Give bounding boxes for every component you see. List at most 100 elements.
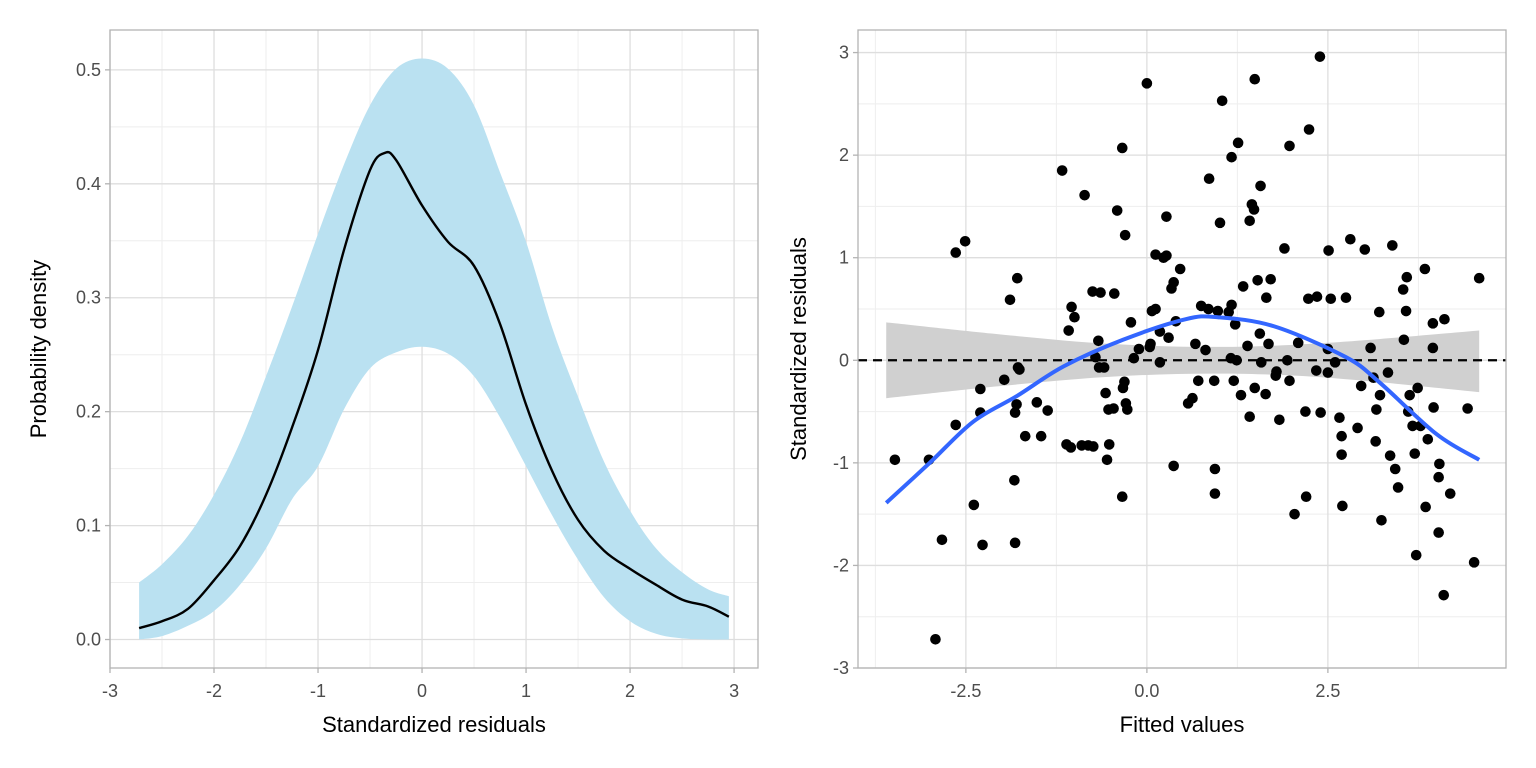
data-point	[1235, 389, 1247, 401]
left-x-tick-label: -1	[310, 681, 326, 701]
data-point	[1323, 245, 1334, 256]
data-point	[1255, 357, 1267, 368]
data-point	[1384, 450, 1396, 461]
right-x-tick-label: -2.5	[950, 681, 981, 701]
data-point	[1282, 354, 1293, 366]
data-point	[1340, 292, 1352, 304]
data-point	[1093, 335, 1104, 347]
data-point	[1069, 311, 1080, 323]
left-x-tick-label: 3	[729, 681, 739, 701]
data-point	[1237, 281, 1249, 292]
density-curve	[138, 150, 730, 630]
data-point	[1116, 142, 1128, 154]
data-point	[1111, 205, 1123, 216]
right-y-tick-label: -2	[833, 555, 849, 575]
data-point	[1412, 382, 1423, 394]
data-point	[1087, 286, 1098, 297]
data-point	[1315, 407, 1326, 418]
data-point	[1401, 271, 1413, 283]
data-point	[1108, 403, 1119, 414]
right-x-axis-title: Fitted values	[1120, 712, 1245, 737]
data-point	[1400, 305, 1412, 317]
data-point	[1119, 229, 1131, 241]
data-point	[1090, 351, 1101, 363]
data-point	[1229, 319, 1241, 330]
data-point	[1376, 514, 1387, 526]
data-point	[1387, 240, 1398, 251]
data-point	[1334, 412, 1345, 424]
data-point	[936, 534, 948, 546]
data-point	[1337, 500, 1348, 512]
data-point	[1462, 403, 1473, 414]
data-point	[1103, 439, 1115, 450]
data-point	[1244, 215, 1255, 227]
data-point	[1056, 165, 1068, 176]
data-point	[1109, 288, 1120, 299]
data-point	[1246, 199, 1258, 210]
residuals-panel: -2.5 0.0 2.5 -3 -2 -1 0 1 2 3	[833, 29, 1507, 701]
data-point	[1249, 73, 1261, 85]
data-point	[1244, 411, 1255, 422]
left-y-tick-label: 0.0	[76, 630, 101, 650]
data-point	[1265, 273, 1276, 285]
data-point	[1252, 274, 1263, 286]
data-point	[1168, 277, 1179, 288]
data-point	[1263, 338, 1274, 350]
data-point	[1303, 124, 1315, 135]
data-point	[1284, 375, 1295, 387]
data-point	[1209, 463, 1221, 475]
data-point	[1192, 375, 1204, 387]
data-point	[1419, 263, 1431, 275]
data-point	[1438, 589, 1450, 601]
data-point	[1019, 430, 1031, 442]
data-point	[1433, 471, 1444, 483]
data-point	[889, 454, 901, 466]
data-point	[1336, 430, 1347, 442]
data-point	[1009, 407, 1021, 418]
data-point	[1274, 414, 1285, 426]
data-point	[1242, 340, 1253, 352]
data-point	[1009, 474, 1020, 486]
data-point	[1128, 352, 1140, 364]
data-point	[959, 235, 971, 247]
data-point	[1389, 463, 1401, 475]
data-point	[1407, 420, 1418, 432]
left-x-tick-label: 1	[521, 681, 531, 701]
data-point	[1231, 354, 1242, 366]
data-point	[1122, 404, 1133, 415]
data-point	[1190, 338, 1201, 350]
data-point	[1031, 397, 1043, 408]
right-y-tick-label: 3	[839, 43, 849, 63]
left-y-tick-label: 0.5	[76, 60, 101, 80]
density-confidence-band	[139, 58, 729, 640]
data-point	[1200, 344, 1211, 356]
data-point	[977, 539, 988, 551]
data-point	[1468, 557, 1480, 568]
data-point	[1079, 189, 1090, 201]
data-point	[1427, 318, 1439, 329]
data-point	[1255, 180, 1266, 192]
left-y-axis-title: Probability density	[26, 260, 51, 439]
data-point	[1420, 501, 1431, 513]
data-point	[1174, 263, 1186, 275]
data-point	[1439, 313, 1450, 325]
left-x-tick-label: 0	[417, 681, 427, 701]
data-point	[1428, 402, 1439, 413]
data-point	[930, 633, 941, 645]
data-point	[1422, 433, 1434, 445]
data-point	[1212, 305, 1224, 317]
data-point	[1101, 454, 1113, 466]
data-point	[1345, 233, 1356, 245]
data-point	[1226, 151, 1237, 163]
data-point	[1133, 343, 1145, 355]
data-point	[1214, 217, 1226, 229]
left-x-tick-label: 2	[625, 681, 635, 701]
right-x-tick-label: 0.0	[1134, 681, 1159, 701]
data-point	[1365, 342, 1376, 354]
data-point	[1150, 249, 1161, 260]
data-point	[1042, 405, 1053, 416]
data-point	[1009, 537, 1021, 549]
data-point	[1427, 342, 1439, 354]
data-point	[1473, 272, 1485, 284]
